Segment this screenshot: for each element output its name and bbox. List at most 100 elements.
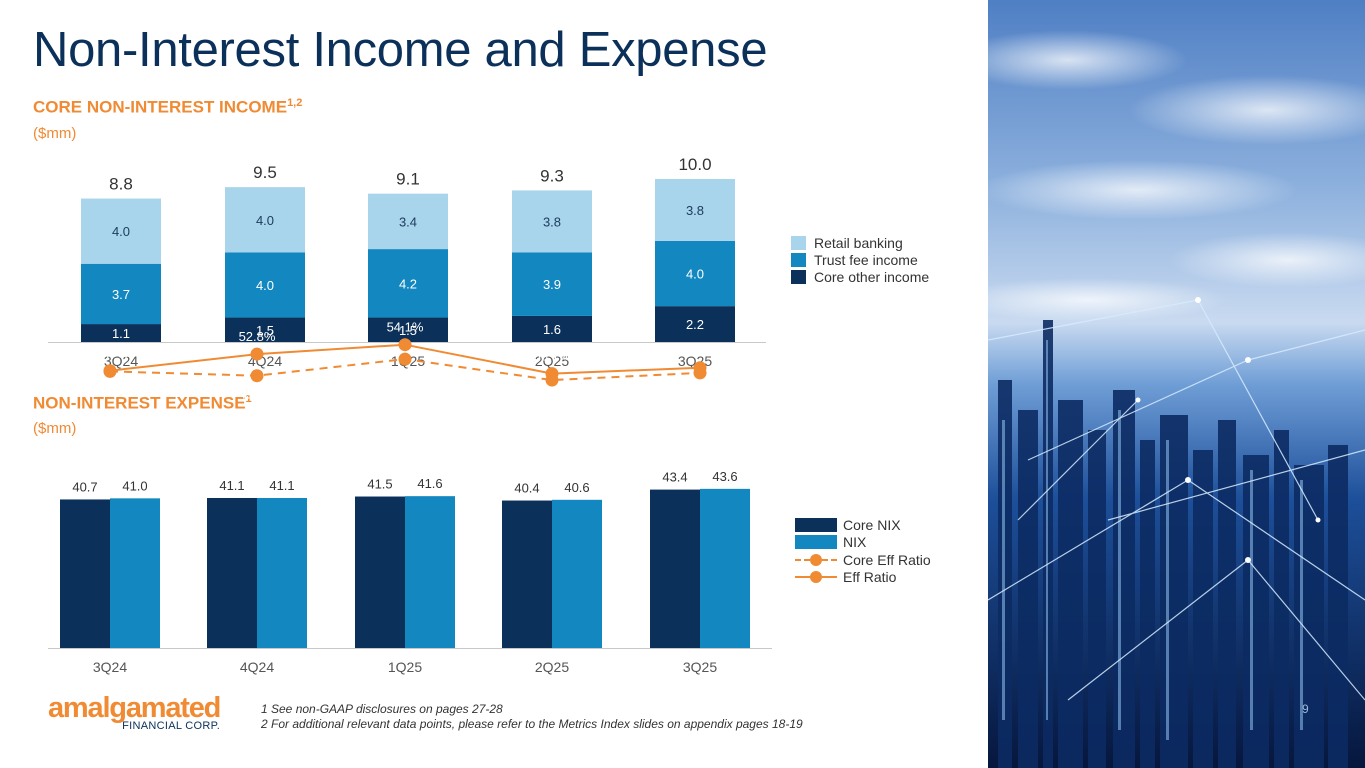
company-logo: amalgamated FINANCIAL CORP. [48, 692, 221, 733]
income-bar-core-other-income-2q25 [512, 315, 592, 342]
legend-swatch-core-other-income [791, 269, 806, 284]
legend-label-trust-fee-income: Trust fee income [814, 251, 918, 268]
expense-label-nix-4q24: 41.1 [269, 478, 294, 493]
income-label-trust-fee-income-3q24: 3.7 [112, 287, 130, 302]
income-bar-retail-banking-4q24 [225, 187, 305, 253]
charts-canvas: 1.1 3.7 4.0 8.8 3Q24 1.5 4.0 4.0 9.5 4Q24 1.5 4.2 3.… [48, 155, 772, 675]
point-core-eff-ratio-1q25 [398, 352, 412, 366]
income-bar-trust-fee-income-2q25 [512, 252, 592, 316]
income-label-core-other-income-1q25: 1.5 [399, 323, 417, 338]
point-label-core-eff-ratio-4q24: 49.8% [239, 387, 276, 402]
city-network-illustration [988, 0, 1365, 768]
expense-bar-core-nix-1q25 [355, 496, 405, 648]
legend-swatch-nix [795, 535, 837, 550]
legend-swatch-eff-ratio [795, 570, 837, 584]
legend-swatch-retail-banking [791, 235, 806, 250]
income-label-trust-fee-income-1q25: 4.2 [399, 276, 417, 291]
income-label-retail-banking-4q24: 4.0 [256, 213, 274, 228]
point-eff-ratio-2q25 [545, 367, 559, 381]
footnote-2: 2 For additional relevant data points, p… [261, 717, 803, 731]
legend-item-trust-fee-income: Trust fee income [791, 251, 929, 268]
income-label-core-other-income-4q24: 1.5 [256, 323, 274, 338]
legend-swatch-trust-fee-income [791, 252, 806, 267]
footnote-1: 1 See non-GAAP disclosures on pages 27-2… [261, 702, 503, 716]
page-number: 9 [1302, 702, 1309, 716]
legend-label-nix: NIX [843, 534, 867, 551]
income-label-retail-banking-2q25: 3.8 [543, 214, 561, 229]
point-label-core-eff-ratio-2q25: 49.2% [534, 391, 571, 406]
income-label-core-other-income-2q25: 1.6 [543, 322, 561, 337]
expense-label-core-nix-4q24: 41.1 [219, 478, 244, 493]
income-label-trust-fee-income-3q25: 4.0 [686, 267, 704, 282]
expense-tick-4q24: 4Q24 [240, 659, 274, 675]
expense-label-nix-1q25: 41.6 [417, 476, 442, 491]
income-total-3q24: 8.8 [109, 175, 133, 194]
point-label-eff-ratio-1q25: 54.1% [387, 320, 424, 335]
income-bar-core-other-income-3q24 [81, 324, 161, 342]
income-total-3q25: 10.0 [678, 155, 711, 174]
expense-unit: ($mm) [33, 420, 77, 437]
point-eff-ratio-1q25 [398, 338, 412, 352]
legend-item-nix: NIX [795, 534, 931, 552]
expense-bar-core-nix-3q25 [650, 489, 700, 648]
legend-label-retail-banking: Retail banking [814, 234, 903, 251]
income-label-retail-banking-3q24: 4.0 [112, 224, 130, 239]
income-section-title-text: CORE NON-INTEREST INCOME [33, 97, 288, 117]
expense-bar-core-nix-2q25 [502, 500, 552, 648]
point-eff-ratio-3q24 [103, 364, 117, 378]
income-bar-trust-fee-income-1q25 [368, 249, 448, 318]
income-total-4q24: 9.5 [253, 163, 277, 182]
legend-swatch-core-nix [795, 517, 837, 532]
income-bar-retail-banking-3q24 [81, 198, 161, 264]
expense-legend: Core NIX NIX Core Eff Ratio Eff Ratio [795, 516, 931, 586]
income-label-retail-banking-1q25: 3.4 [399, 214, 417, 229]
income-bar-retail-banking-3q25 [655, 179, 735, 241]
expense-chart: 40.7 41.0 3Q24 41.1 41.1 4Q24 41.5 41.6 1Q25 40.4… [48, 320, 772, 675]
income-bar-retail-banking-1q25 [368, 193, 448, 250]
logo-wordmark: amalgamated [48, 692, 221, 724]
income-bar-core-other-income-1q25 [368, 317, 448, 342]
expense-label-core-nix-1q25: 41.5 [367, 477, 392, 492]
point-label-eff-ratio-4q24: 52.8% [239, 329, 276, 344]
legend-label-eff-ratio: Eff Ratio [843, 569, 897, 586]
legend-label-core-nix: Core NIX [843, 516, 901, 533]
income-bar-core-other-income-3q25 [655, 306, 735, 342]
income-unit: ($mm) [33, 125, 77, 142]
income-bar-core-other-income-4q24 [225, 317, 305, 342]
expense-bar-nix-1q25 [405, 496, 455, 648]
point-core-eff-ratio-4q24 [250, 369, 264, 383]
legend-swatch-core-eff-ratio [795, 553, 837, 567]
expense-label-core-nix-2q25: 40.4 [514, 481, 539, 496]
point-label-core-eff-ratio-3q25: 50.2% [682, 384, 719, 399]
expense-bar-nix-4q24 [257, 497, 307, 648]
expense-bar-nix-2q25 [552, 499, 602, 648]
expense-label-core-nix-3q24: 40.7 [72, 479, 97, 494]
income-bar-retail-banking-2q25 [512, 190, 592, 253]
legend-label-core-other-income: Core other income [814, 268, 930, 285]
income-label-trust-fee-income-4q24: 4.0 [256, 278, 274, 293]
income-bar-trust-fee-income-3q25 [655, 240, 735, 307]
point-label-eff-ratio-3q25: 50.9% [682, 343, 719, 358]
expense-section-title: NON-INTEREST EXPENSE1 [33, 393, 252, 414]
expense-label-core-nix-3q25: 43.4 [662, 470, 687, 485]
expense-section-superscript: 1 [245, 393, 252, 405]
point-eff-ratio-4q24 [250, 347, 264, 361]
expense-bar-nix-3q24 [110, 498, 160, 648]
income-total-2q25: 9.3 [540, 166, 564, 185]
city-network-photo [988, 0, 1365, 768]
legend-item-retail-banking: Retail banking [791, 234, 929, 251]
legend-item-eff-ratio: Eff Ratio [795, 569, 931, 587]
expense-tick-2q25: 2Q25 [535, 659, 569, 675]
income-section-title: CORE NON-INTEREST INCOME1,2 [33, 97, 302, 118]
expense-label-nix-3q24: 41.0 [122, 478, 147, 493]
income-label-retail-banking-3q25: 3.8 [686, 203, 704, 218]
point-label-core-eff-ratio-1q25: 52.1% [387, 370, 424, 385]
legend-item-core-other-income: Core other income [791, 268, 929, 285]
point-eff-ratio-3q25 [693, 361, 707, 375]
footnotes: 1 See non-GAAP disclosures on pages 27-2… [261, 702, 803, 732]
income-label-core-other-income-3q24: 1.1 [112, 326, 130, 341]
expense-tick-3q25: 3Q25 [683, 659, 717, 675]
income-total-1q25: 9.1 [396, 170, 420, 189]
legend-item-core-nix: Core NIX [795, 516, 931, 534]
point-label-core-eff-ratio-3q24: 50.4% [92, 382, 129, 397]
